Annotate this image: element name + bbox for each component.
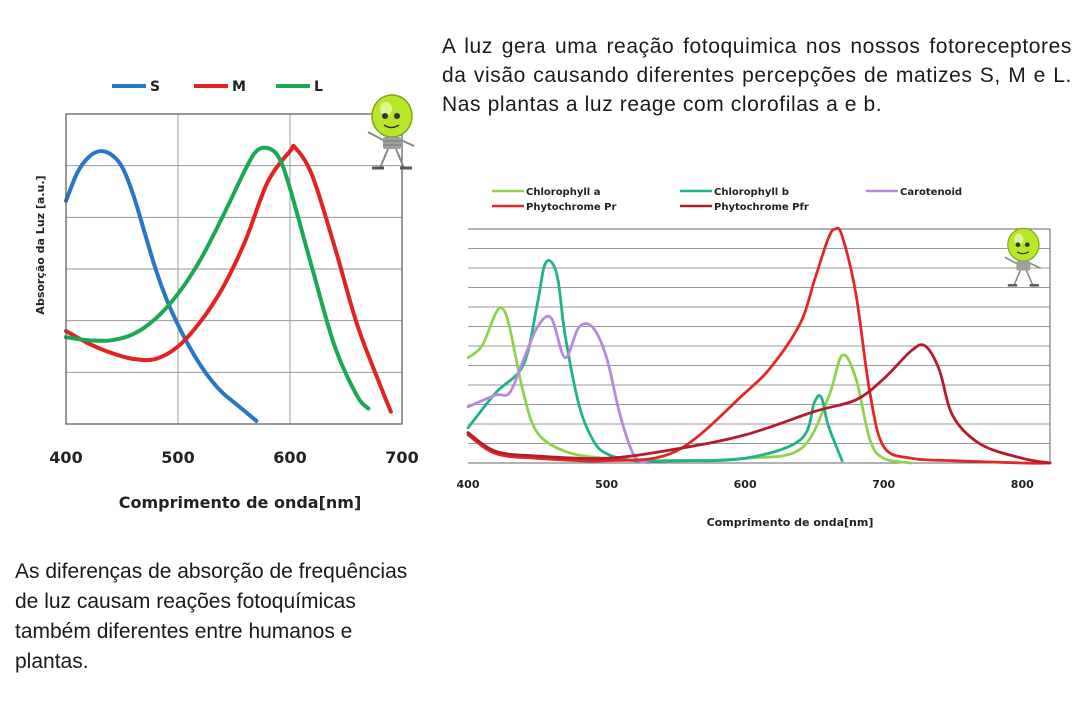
legend-item-s: S	[112, 79, 160, 95]
chart1-plot-frame	[65, 113, 403, 425]
legend-label: Phytochrome Pfr	[714, 202, 809, 213]
x-tick-label-400: 400	[49, 448, 82, 467]
legend-label: M	[232, 79, 246, 95]
legend-item-chlorophyll-a: Chlorophyll a	[492, 187, 600, 198]
legend-item-phytochrome-pfr: Phytochrome Pfr	[680, 202, 809, 213]
chart2-x-axis-label: Comprimento de onda[nm]	[707, 516, 874, 529]
chart1-y-axis-label: Absorção da Luz [a.u.]	[34, 175, 47, 314]
x-tick-label-600: 600	[273, 448, 306, 467]
series-line-phytochrome-pfr	[466, 343, 1052, 465]
legend-label: S	[150, 79, 160, 95]
legend-item-phytochrome-pr: Phytochrome Pr	[492, 202, 616, 213]
plant-pigment-chart: 400 500 600 700 800 Comprimento de onda[nm] …	[457, 187, 1052, 529]
series-line-carotenoid	[466, 314, 650, 465]
lightbulb-mascot-small-icon	[1004, 227, 1041, 287]
series-line-l	[64, 145, 371, 411]
x-tick-label-400: 400	[457, 478, 480, 491]
legend-label: Carotenoid	[900, 187, 962, 198]
chart2-x-ticks: 400 500 600 700 800	[457, 478, 1035, 491]
legend-item-chlorophyll-b: Chlorophyll b	[680, 187, 789, 198]
series-line-chlorophyll-b	[466, 258, 844, 463]
x-tick-label-600: 600	[734, 478, 757, 491]
series-line-s	[64, 149, 259, 423]
legend-label: Phytochrome Pr	[526, 202, 616, 213]
chart2-legend: Chlorophyll a Chlorophyll b Carotenoid Phyt…	[492, 187, 962, 213]
chart1-x-ticks: 400 500 600 700	[49, 448, 418, 467]
chart1-series	[64, 143, 393, 423]
paragraph-bottom: As diferenças de absorção de frequências…	[15, 560, 408, 673]
legend-label: Chlorophyll a	[526, 187, 600, 198]
x-tick-label-500: 500	[161, 448, 194, 467]
paragraph-top: A luz gera uma reação fotoquimica nos no…	[442, 35, 1072, 116]
x-tick-label-700: 700	[872, 478, 895, 491]
chart2-grid	[468, 228, 1051, 464]
x-tick-label-800: 800	[1011, 478, 1034, 491]
legend-item-carotenoid: Carotenoid	[866, 187, 962, 198]
x-tick-label-500: 500	[595, 478, 618, 491]
lightbulb-mascot-icon	[367, 94, 415, 170]
x-tick-label-700: 700	[385, 448, 418, 467]
series-line-phytochrome-pr	[466, 226, 1052, 465]
chart2-series	[466, 226, 1052, 465]
legend-label: L	[314, 79, 323, 95]
legend-item-m: M	[194, 79, 246, 95]
chart1-x-axis-label: Comprimento de onda[nm]	[119, 493, 362, 512]
legend-item-l: L	[276, 79, 323, 95]
series-line-m	[64, 143, 393, 414]
cone-absorption-chart: 400 500 600 700 Comprimento de onda[nm] Abs…	[34, 79, 419, 512]
legend-label: Chlorophyll b	[714, 187, 789, 198]
